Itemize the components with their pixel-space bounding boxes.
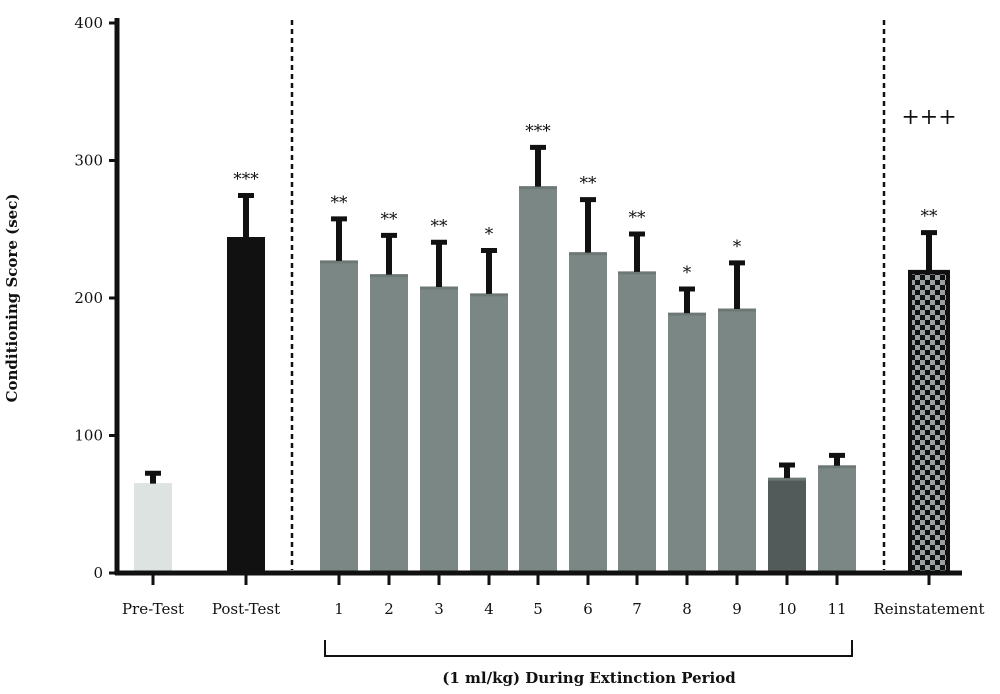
extinction-bracket xyxy=(324,640,853,657)
bar-4 xyxy=(420,287,458,573)
bar-7 xyxy=(569,252,607,573)
x-tick-label-1: Post-Test xyxy=(212,600,280,618)
significance-label-9: * xyxy=(683,263,692,283)
x-tick-label-2: 1 xyxy=(334,600,344,618)
bar-2 xyxy=(320,260,358,573)
x-tick-label-7: 6 xyxy=(583,600,593,618)
significance-label-1: *** xyxy=(233,170,259,190)
significance-label-13: ** xyxy=(921,207,939,227)
bar-11 xyxy=(768,478,806,573)
significance-label-3: ** xyxy=(381,209,399,229)
x-tick-label-13: Reinstatement xyxy=(874,600,985,618)
bar-8 xyxy=(618,271,656,573)
reinstatement-marker: +++ xyxy=(901,105,956,130)
x-tick-label-12: 11 xyxy=(827,600,846,618)
bar-9 xyxy=(668,313,706,573)
bar-5 xyxy=(470,293,508,573)
significance-label-6: *** xyxy=(525,121,551,141)
bar-1 xyxy=(227,237,265,573)
significance-label-5: * xyxy=(485,225,494,245)
significance-label-7: ** xyxy=(580,174,598,194)
y-tick-label-1: 100 xyxy=(74,427,103,445)
significance-label-10: * xyxy=(733,237,742,257)
x-tick-label-6: 5 xyxy=(533,600,543,618)
bar-6 xyxy=(519,186,557,573)
x-tick-label-10: 9 xyxy=(732,600,742,618)
y-tick-label-3: 300 xyxy=(74,152,103,170)
x-tick-label-4: 3 xyxy=(434,600,444,618)
significance-label-4: ** xyxy=(431,216,449,236)
y-tick-label-4: 400 xyxy=(74,14,103,32)
bar-3 xyxy=(370,274,408,573)
y-axis-label: Conditioning Score (sec) xyxy=(3,194,21,403)
x-tick-label-9: 8 xyxy=(682,600,692,618)
y-tick-label-2: 200 xyxy=(74,289,103,307)
x-tick-label-0: Pre-Test xyxy=(122,600,184,618)
bar-13 xyxy=(908,269,950,575)
x-tick-label-3: 2 xyxy=(384,600,394,618)
x-tick-label-5: 4 xyxy=(484,600,494,618)
bar-0 xyxy=(134,483,172,573)
y-tick-label-0: 0 xyxy=(93,564,103,582)
x-tick-label-11: 10 xyxy=(777,600,796,618)
significance-label-8: ** xyxy=(629,208,647,228)
bar-12 xyxy=(818,465,856,573)
x-tick-label-8: 7 xyxy=(632,600,642,618)
x-axis-label: (1 ml/kg) During Extinction Period xyxy=(442,669,736,687)
significance-label-2: ** xyxy=(331,193,349,213)
bar-10 xyxy=(718,309,756,573)
